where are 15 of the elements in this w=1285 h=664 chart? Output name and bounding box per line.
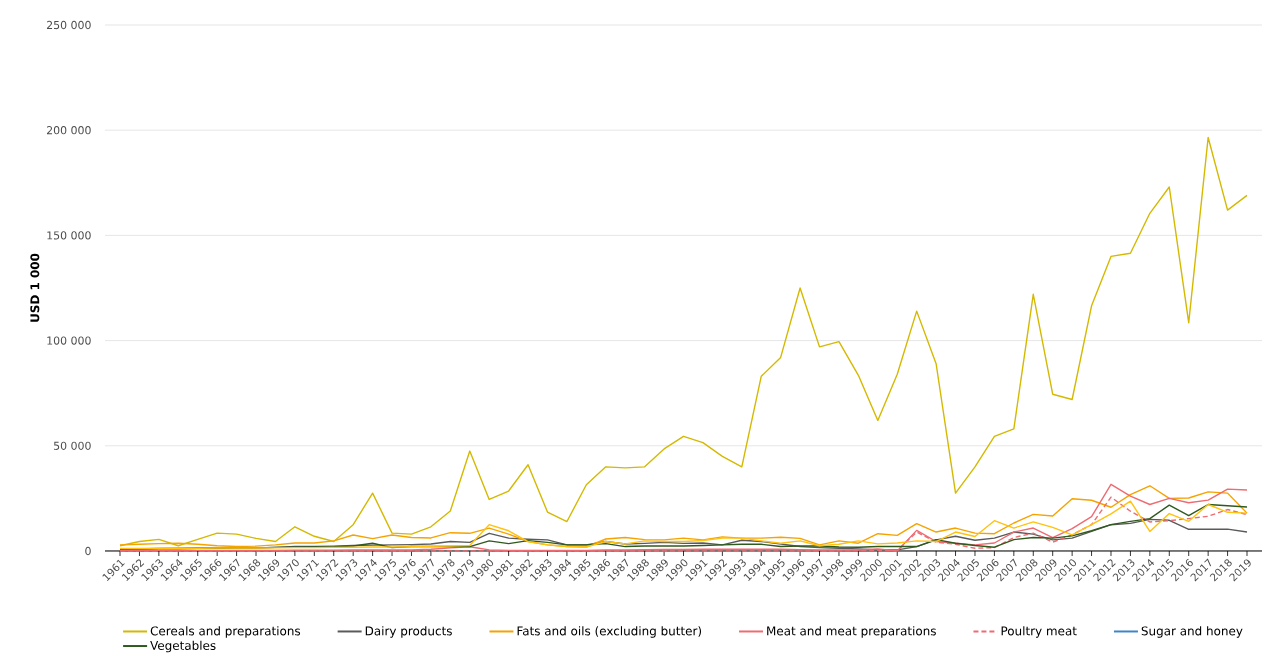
line-series [119, 136, 1248, 547]
y-tick-label: 100 000 [47, 336, 91, 345]
y-tick-label: 150 000 [47, 231, 91, 240]
legend-label: Vegetables [150, 640, 216, 653]
legend-label: Dairy products [365, 626, 452, 638]
legend-label: Sugar and honey [1141, 626, 1243, 638]
y-axis-title: USD 1 000 [30, 253, 40, 322]
y-tick-label: 250 000 [46, 20, 91, 30]
legend-label: Fats and oils (excluding butter) [517, 626, 702, 638]
legend-label: Cereals and preparations [150, 626, 301, 638]
legend-label: Poultry meat [1001, 626, 1077, 638]
y-tick-label: 0 [85, 546, 91, 556]
legend-label: Meat and meat preparations [767, 626, 936, 638]
y-tick-label: 50 000 [53, 441, 91, 450]
y-tick-label: 200 000 [46, 126, 91, 135]
